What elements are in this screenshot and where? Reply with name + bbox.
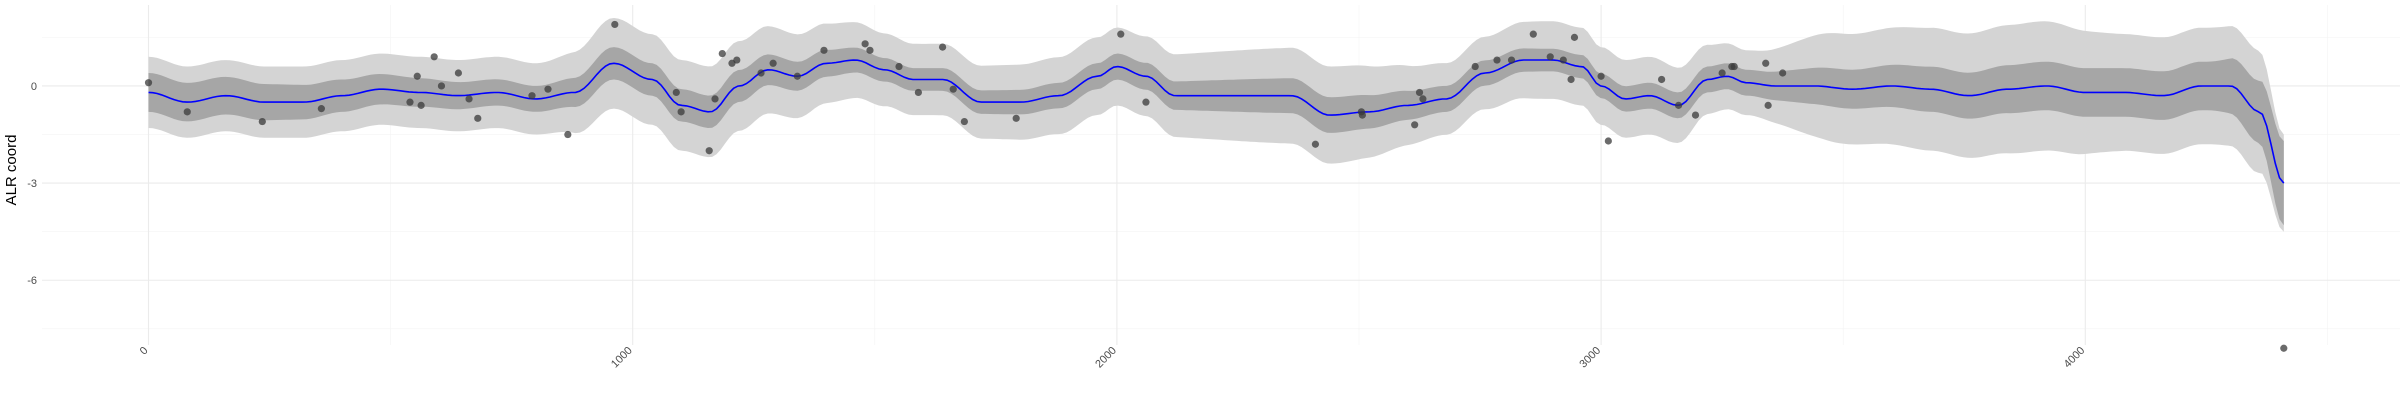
data-point — [1507, 56, 1516, 64]
data-point — [1358, 111, 1366, 119]
data-point — [1546, 53, 1554, 61]
data-point — [1691, 111, 1700, 119]
outer-confidence-band — [148, 18, 2284, 232]
data-point — [611, 20, 619, 29]
data-point — [317, 105, 325, 113]
y-tick-label: -6 — [27, 275, 37, 287]
y-axis-title: ALR coord — [3, 135, 20, 206]
data-point — [960, 117, 968, 126]
data-point — [757, 69, 765, 77]
data-point — [183, 108, 191, 116]
data-point — [1567, 75, 1575, 84]
data-point — [1762, 59, 1770, 67]
x-tick-label: 0 — [138, 345, 151, 358]
data-point — [793, 72, 801, 80]
data-point — [914, 88, 922, 97]
trend-line — [148, 59, 2285, 184]
data-point — [430, 53, 438, 61]
data-point — [672, 88, 680, 97]
y-axis-tick-labels: 0 -3 -6 — [27, 81, 37, 287]
data-point — [544, 85, 552, 93]
data-point — [413, 72, 421, 80]
x-tick-label: 4000 — [2062, 345, 2088, 371]
observation-points — [144, 20, 2288, 352]
data-point — [1411, 121, 1419, 129]
data-point — [1674, 101, 1683, 109]
data-point — [1658, 75, 1666, 84]
data-point — [564, 130, 572, 139]
data-point — [718, 49, 726, 58]
data-point — [1117, 30, 1125, 38]
data-point — [1012, 114, 1020, 122]
x-tick-label: 2000 — [1093, 345, 1119, 371]
data-point — [1597, 72, 1605, 80]
inner-confidence-band — [148, 47, 2284, 226]
data-point — [1311, 140, 1320, 148]
data-point — [1764, 101, 1772, 109]
data-point — [417, 101, 425, 109]
data-point — [705, 147, 713, 155]
data-point — [895, 62, 903, 71]
data-point — [1779, 69, 1787, 77]
x-tick-label: 3000 — [1577, 345, 1603, 371]
data-point — [938, 43, 947, 51]
data-point — [2280, 344, 2288, 352]
data-point — [1471, 62, 1479, 71]
data-point — [1415, 88, 1424, 97]
data-point — [1604, 137, 1612, 145]
data-point — [1493, 56, 1501, 64]
data-point — [820, 46, 828, 54]
data-point — [474, 114, 482, 122]
y-tick-label: -3 — [27, 178, 37, 190]
data-point — [769, 59, 777, 67]
data-point — [465, 95, 473, 103]
data-point — [1559, 56, 1567, 64]
data-point — [437, 82, 446, 90]
data-point — [1529, 30, 1537, 38]
data-point — [1419, 95, 1427, 103]
data-point — [677, 108, 685, 116]
data-point — [258, 117, 266, 126]
data-point — [1570, 33, 1579, 41]
x-axis-tick-labels: 0 1000 2000 3000 4000 — [138, 345, 2088, 371]
data-point — [861, 40, 869, 48]
data-point — [144, 79, 153, 87]
data-point — [454, 69, 463, 77]
x-tick-label: 1000 — [609, 345, 635, 371]
data-point — [406, 98, 414, 106]
data-point — [949, 85, 957, 93]
data-point — [1718, 69, 1726, 77]
data-point — [866, 46, 874, 54]
y-tick-label: 0 — [31, 81, 37, 93]
data-point — [1142, 98, 1150, 106]
data-point — [733, 56, 741, 64]
data-point — [1730, 62, 1738, 71]
data-point — [711, 95, 719, 103]
data-point — [528, 92, 536, 100]
